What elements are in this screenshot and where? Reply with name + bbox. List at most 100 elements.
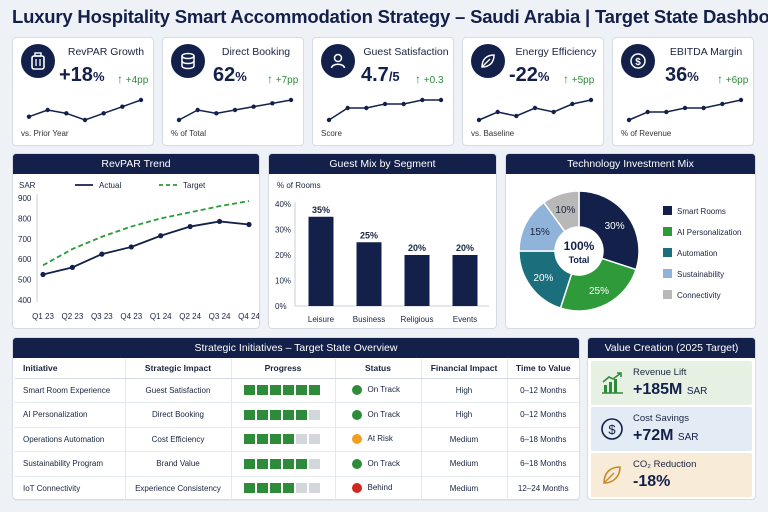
sparkline-point — [645, 109, 650, 115]
sparkline-point — [345, 105, 350, 111]
column-header[interactable]: Progress — [231, 359, 336, 379]
column-header[interactable]: Initiative — [15, 359, 126, 379]
sparkline-point — [570, 101, 575, 107]
x-tick-label: Q4 24 — [238, 312, 259, 321]
progress-segment — [270, 409, 281, 420]
sparkline-point — [120, 104, 125, 109]
table-row[interactable]: Operations Automation Cost Efficiency At R… — [15, 427, 579, 452]
progress-segment — [283, 483, 294, 494]
x-tick-label: Q2 24 — [179, 312, 201, 321]
value-item-cost-savings[interactable]: $ Cost Savings +72M SAR — [591, 407, 752, 451]
sparkline-point — [176, 117, 182, 123]
initiatives-table: Initiative Strategic Impact Progress Sta… — [15, 359, 579, 501]
financial-impact: Medium — [421, 476, 508, 501]
kpi-value: +18% — [59, 64, 105, 86]
sparkline-point — [514, 113, 519, 119]
value-amount: +72M SAR — [633, 427, 699, 444]
initiative-name: Sustainability Program — [15, 451, 126, 477]
status-dot-icon — [351, 385, 362, 396]
series-line-target — [42, 200, 250, 267]
legend-swatch — [663, 248, 672, 257]
value-label: Cost Savings — [633, 413, 689, 424]
table-row[interactable]: Sustainability Program Brand Value On Trac… — [15, 451, 579, 477]
legend-label: Sustainability — [677, 270, 724, 279]
panel-title: Guest Mix by Segment — [269, 154, 496, 174]
series-point — [246, 221, 252, 228]
pie-data-label: 15% — [530, 227, 550, 238]
initiative-name: AI Personalization — [15, 402, 126, 428]
sparkline-point — [82, 117, 88, 123]
kpi-delta: ↑ +5pp — [563, 72, 595, 86]
kpi-card-direct-booking[interactable]: Direct Booking 62% ↑ +7pp % of Total — [162, 37, 304, 146]
column-header[interactable]: Time to Value — [507, 359, 579, 379]
progress-segment — [296, 385, 307, 396]
progress-segment — [257, 458, 268, 469]
sparkline-point — [664, 109, 669, 115]
legend-swatch — [663, 206, 672, 215]
kpi-sparkline — [176, 97, 294, 123]
table-row[interactable]: Smart Room Experience Guest Satisfaction O… — [15, 378, 579, 403]
table-row[interactable]: IoT Connectivity Experience Consistency Be… — [15, 476, 579, 501]
luggage-icon — [21, 44, 55, 78]
table-header-row: Initiative Strategic Impact Progress Sta… — [15, 359, 579, 379]
series-point — [99, 251, 105, 257]
progress-segment — [244, 483, 255, 494]
tech-mix-pie-chart: 30% 25% 20% 15% 10% 100% Total Smart Rooms AI Pe… — [518, 190, 741, 312]
pie-slice-ai-personalization — [559, 257, 638, 312]
kpi-delta: ↑ +4pp — [117, 72, 149, 86]
table-row[interactable]: AI Personalization Direct Booking On Track… — [15, 402, 579, 428]
sparkline-point — [626, 117, 632, 123]
legend-label: Connectivity — [677, 291, 721, 300]
sparkline-point — [270, 101, 275, 106]
time-to-value: 6–18 Months — [507, 427, 579, 452]
kpi-title: Guest Satisfaction — [363, 46, 449, 58]
kpi-card-guest-satisfaction[interactable]: Guest Satisfaction 4.7/5 ↑ +0.3 Score — [312, 37, 454, 146]
kpi-title: Energy Efficiency — [515, 46, 597, 58]
bar-data-label: 20% — [408, 243, 426, 253]
series-point — [216, 218, 223, 225]
column-header[interactable]: Status — [335, 359, 422, 379]
kpi-card-revpar-growth[interactable]: RevPAR Growth +18% ↑ +4pp vs. Prior Year — [12, 37, 154, 146]
sparkline-point — [326, 117, 332, 123]
kpi-card-ebitda-margin[interactable]: $ EBITDA Margin 36% ↑ +6pp % of Revenue — [612, 37, 754, 146]
y-tick-label: 400 — [18, 296, 32, 305]
time-to-value: 6–18 Months — [507, 451, 579, 477]
sparkline-point — [232, 107, 238, 113]
kpi-sparkline — [476, 97, 594, 123]
financial-impact: High — [421, 402, 508, 428]
kpi-title: EBITDA Margin — [669, 46, 743, 58]
page-title: Luxury Hospitality Smart Accommodation S… — [12, 6, 768, 27]
kpi-subtitle: % of Total — [171, 129, 206, 138]
series-point — [128, 244, 134, 250]
status-dot-icon — [351, 458, 362, 469]
legend-swatch — [663, 290, 672, 299]
kpi-sparkline — [26, 97, 144, 123]
status-label: On Track — [367, 409, 400, 419]
user-icon — [321, 44, 355, 78]
panel-title: Value Creation (2025 Target) — [588, 338, 755, 358]
svg-text:$: $ — [608, 422, 616, 437]
value-item-co2-reduction[interactable]: CO₂ Reduction -18% — [591, 453, 752, 497]
status-cell: At Risk — [335, 427, 422, 452]
value-item-revenue-lift[interactable]: Revenue Lift +185M SAR — [591, 361, 752, 405]
status-dot-icon — [351, 434, 362, 445]
sparkline-point — [420, 97, 425, 103]
revpar-trend-panel: RevPAR Trend SAR Actual Target 400 500 600 700… — [12, 153, 260, 329]
column-header[interactable]: Strategic Impact — [125, 359, 232, 379]
column-header[interactable]: Financial Impact — [421, 359, 508, 379]
value-amount: -18% — [633, 473, 671, 490]
x-tick-label: Q3 24 — [209, 312, 231, 321]
x-tick-label: Q4 23 — [120, 312, 142, 321]
kpi-subtitle: vs. Baseline — [471, 129, 515, 138]
y-tick-label: 40% — [275, 200, 291, 209]
y-tick-label: 20% — [275, 251, 291, 260]
bar-data-label: 20% — [456, 243, 474, 253]
series-point — [40, 271, 46, 278]
progress-segment — [296, 483, 307, 494]
kpi-card-energy-efficiency[interactable]: Energy Efficiency -22% ↑ +5pp vs. Baseli… — [462, 37, 604, 146]
progress-segment — [283, 434, 294, 445]
initiatives-panel: Strategic Initiatives – Target State Ove… — [12, 337, 580, 501]
strategic-impact: Brand Value — [125, 451, 232, 477]
arrow-up-icon: ↑ — [563, 72, 569, 86]
bar-data-label: 25% — [360, 230, 378, 240]
